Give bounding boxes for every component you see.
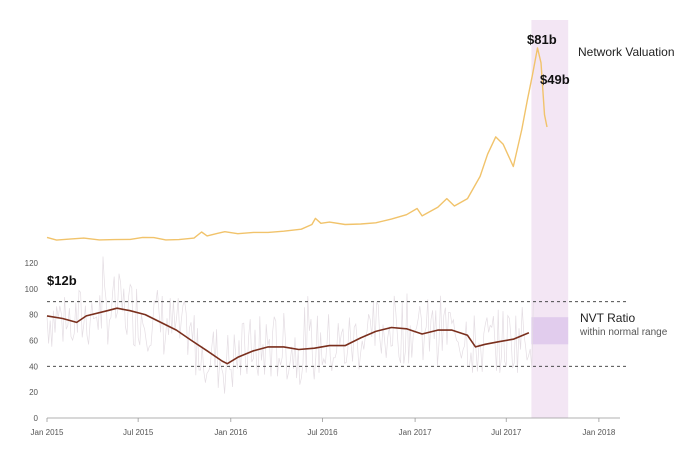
x-tick-label: Jul 2017: [491, 428, 522, 437]
nvt-series-label: NVT Ratio: [580, 311, 635, 325]
y-tick-label: 60: [29, 336, 38, 345]
y-tick-label: 120: [25, 259, 39, 268]
nvt-raw-line: [46, 256, 534, 394]
valuation-start-label: $12b: [47, 273, 77, 288]
x-tick-label: Jul 2016: [307, 428, 338, 437]
x-tick-label: Jan 2016: [214, 428, 247, 437]
x-tick-label: Jan 2015: [31, 428, 64, 437]
axes: 0 20 40 60 80 100 120 Jan 2015 Jul 2015 Jan 2016 J…: [25, 259, 620, 437]
valuation-line: [46, 47, 548, 241]
normal-range-box: [531, 317, 569, 345]
y-tick-label: 80: [29, 311, 38, 320]
nvt-range-note: within normal range: [579, 327, 668, 338]
highlight-band: [531, 20, 569, 418]
nvt-raw-series: [46, 256, 534, 394]
nvt-smoothed-line: [46, 307, 530, 365]
series-lines: [46, 47, 548, 365]
x-tick-label: Jul 2015: [123, 428, 154, 437]
y-tick-label: 20: [29, 388, 38, 397]
valuation-peak-label: $81b: [527, 32, 557, 47]
y-tick-label: 100: [25, 285, 39, 294]
valuation-end-label: $49b: [540, 72, 570, 87]
x-tick-label: Jan 2017: [399, 428, 432, 437]
valuation-series-label: Network Valuation: [578, 45, 675, 59]
x-tick-label: Jan 2018: [582, 428, 615, 437]
normal-range-lines: [47, 301, 626, 367]
y-tick-label: 0: [34, 414, 39, 423]
y-tick-label: 40: [29, 362, 38, 371]
